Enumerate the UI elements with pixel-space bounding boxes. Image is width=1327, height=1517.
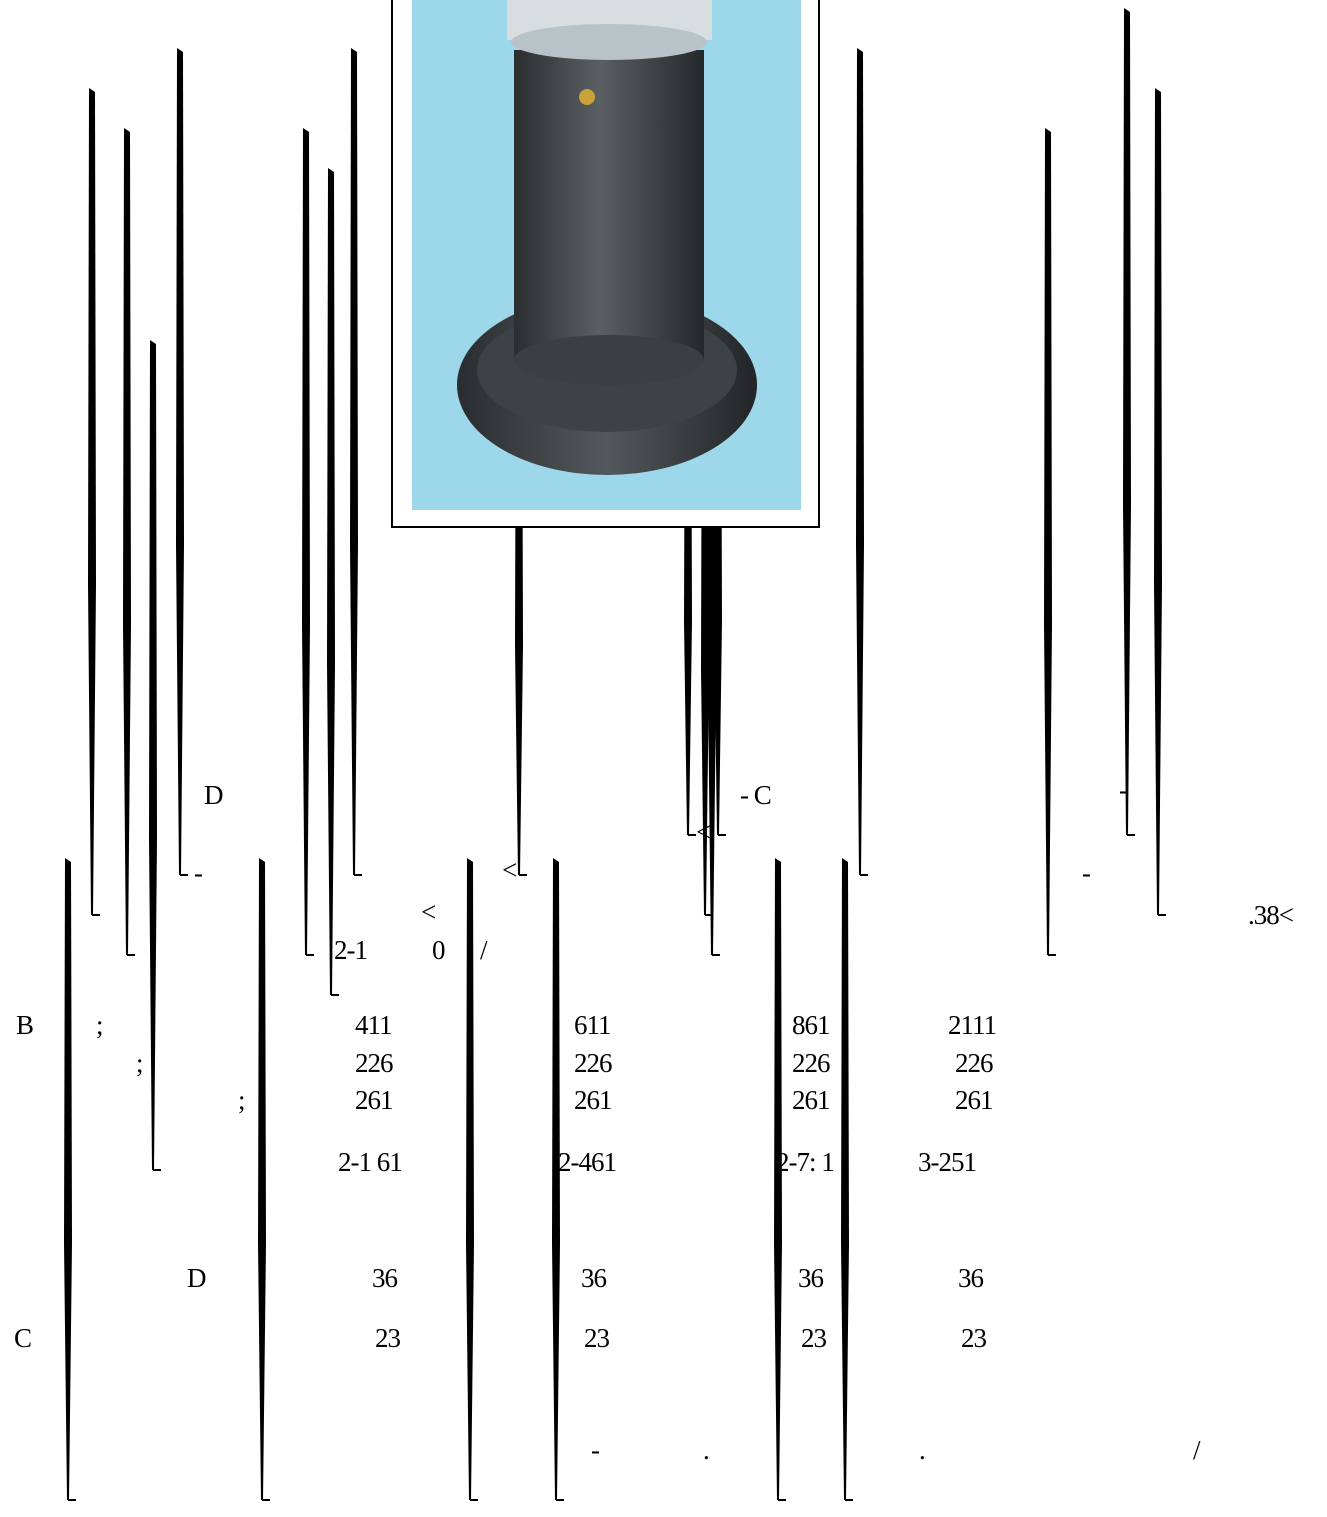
- rule-line: [327, 168, 335, 995]
- table-cell: 36: [958, 1263, 984, 1293]
- table-cell: 861: [792, 1010, 830, 1040]
- table-cell: 2-7: 1: [776, 1147, 835, 1177]
- table-cell: D: [187, 1263, 206, 1293]
- fragment: 2-1: [334, 935, 368, 965]
- table-cell: 23: [584, 1323, 610, 1353]
- table-cell: 226: [955, 1048, 993, 1078]
- rule-line: [258, 858, 266, 1500]
- table-cell: B: [16, 1010, 34, 1040]
- rule-line: [856, 48, 864, 875]
- rule-line: [88, 88, 96, 915]
- fragment: - C: [740, 780, 772, 810]
- rule-line: [552, 858, 560, 1500]
- table-cell: 261: [955, 1085, 993, 1115]
- fragment: .38<: [1248, 900, 1294, 930]
- fragment: D: [204, 780, 223, 810]
- table-cell: 36: [372, 1263, 398, 1293]
- table-cell: 36: [798, 1263, 824, 1293]
- footer-mark: -: [591, 1435, 600, 1465]
- rule-line: [350, 48, 358, 875]
- product-photo: [391, 0, 820, 528]
- table-cell: ;: [96, 1010, 103, 1040]
- rule-line: [123, 128, 131, 955]
- fragment: -: [1119, 775, 1128, 805]
- table-cell: ;: [136, 1048, 143, 1078]
- rule-line: [149, 340, 157, 1170]
- table-cell: C: [14, 1323, 32, 1353]
- table-cell: 261: [355, 1085, 393, 1115]
- table-cell: 226: [792, 1048, 830, 1078]
- fragment: <: [696, 817, 711, 847]
- rule-line: [841, 858, 849, 1500]
- footer-mark: /: [1193, 1435, 1200, 1465]
- table-cell: 3-251: [918, 1147, 977, 1177]
- fragment: -: [1082, 858, 1091, 888]
- rule-line: [1044, 128, 1052, 955]
- table-cell: ;: [238, 1085, 245, 1115]
- table-cell: 411: [355, 1010, 392, 1040]
- table-cell: 36: [581, 1263, 607, 1293]
- table-cell: 226: [574, 1048, 612, 1078]
- table-cell: 611: [574, 1010, 611, 1040]
- fragment: 0: [432, 935, 445, 965]
- table-cell: 261: [574, 1085, 612, 1115]
- lamp-image: [412, 0, 801, 510]
- rule-line: [64, 858, 72, 1500]
- table-cell: 2-461: [558, 1147, 617, 1177]
- table-cell: 226: [355, 1048, 393, 1078]
- footer-mark: .: [703, 1435, 710, 1465]
- table-cell: 2111: [948, 1010, 997, 1040]
- table-cell: 2-1 61: [338, 1147, 403, 1177]
- fragment: <: [502, 855, 517, 885]
- table-cell: 261: [792, 1085, 830, 1115]
- fragment: /: [480, 935, 487, 965]
- rule-line: [1154, 88, 1162, 915]
- rule-line: [1123, 8, 1131, 835]
- rule-line: [774, 858, 782, 1500]
- fragment: <: [421, 897, 436, 927]
- table-cell: 23: [961, 1323, 987, 1353]
- rule-line: [466, 858, 474, 1500]
- footer-mark: .: [919, 1435, 926, 1465]
- table-cell: 23: [375, 1323, 401, 1353]
- table-cell: 23: [801, 1323, 827, 1353]
- rule-line: [302, 128, 310, 955]
- rule-line: [176, 48, 184, 875]
- fragment: -: [194, 858, 203, 888]
